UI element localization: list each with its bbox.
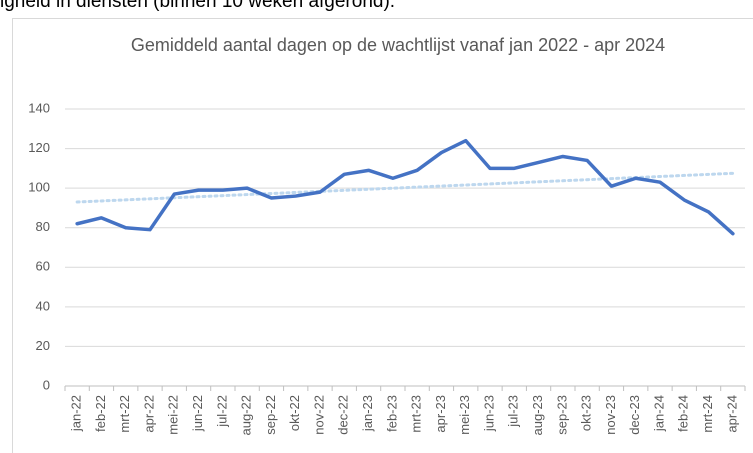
- x-tick-label: okt-22: [287, 395, 302, 431]
- x-tick-label: aug-23: [530, 395, 545, 435]
- x-tick-label: mei-23: [457, 395, 472, 435]
- y-tick-label: 100: [28, 180, 50, 195]
- y-tick-label: 40: [36, 298, 50, 313]
- x-tick-label: mei-22: [166, 395, 181, 435]
- x-tick-label: jan-24: [651, 395, 666, 432]
- x-tick-label: jan-23: [360, 395, 375, 432]
- trendline: [75, 171, 735, 204]
- y-tick-label: 80: [36, 219, 50, 234]
- x-tick-label: apr-23: [433, 395, 448, 433]
- y-tick-label: 0: [43, 377, 50, 392]
- x-tick-label: dec-23: [627, 395, 642, 435]
- chart-title: Gemiddeld aantal dagen op de wachtlijst …: [130, 35, 666, 55]
- y-tick-label: 120: [28, 140, 50, 155]
- x-tick-label: mrt-23: [409, 395, 424, 433]
- x-tick-label: feb-23: [384, 395, 399, 432]
- y-tick-label: 20: [36, 338, 50, 353]
- x-tick-label: feb-22: [93, 395, 108, 432]
- y-tick-label: 140: [28, 100, 50, 115]
- data-line: [75, 138, 735, 236]
- x-tick-label: nov-22: [311, 395, 326, 435]
- x-tick-label: jul-23: [506, 395, 521, 428]
- x-tick-label: mrt-22: [117, 395, 132, 433]
- x-tick-label: jun-23: [481, 395, 496, 432]
- x-tick-label: dec-22: [336, 395, 351, 435]
- x-tick-label: feb-24: [676, 395, 691, 432]
- x-tick-label: jun-22: [190, 395, 205, 432]
- x-tick-label: nov-23: [603, 395, 618, 435]
- x-tick-label: jul-22: [214, 395, 229, 428]
- x-tick-label: apr-24: [724, 395, 739, 433]
- x-tick-label: sep-22: [263, 395, 278, 435]
- x-tick-label: okt-23: [579, 395, 594, 431]
- x-tick-label: jan-22: [69, 395, 84, 432]
- x-tick-label: aug-22: [239, 395, 254, 435]
- x-tick-label: apr-22: [141, 395, 156, 433]
- x-tick-label: sep-23: [554, 395, 569, 435]
- y-tick-label: 60: [36, 259, 50, 274]
- chart-frame: [12, 18, 753, 453]
- document-text: igheid in diensten (binnen 10 weken afge…: [0, 0, 396, 12]
- x-tick-label: mrt-24: [700, 395, 715, 433]
